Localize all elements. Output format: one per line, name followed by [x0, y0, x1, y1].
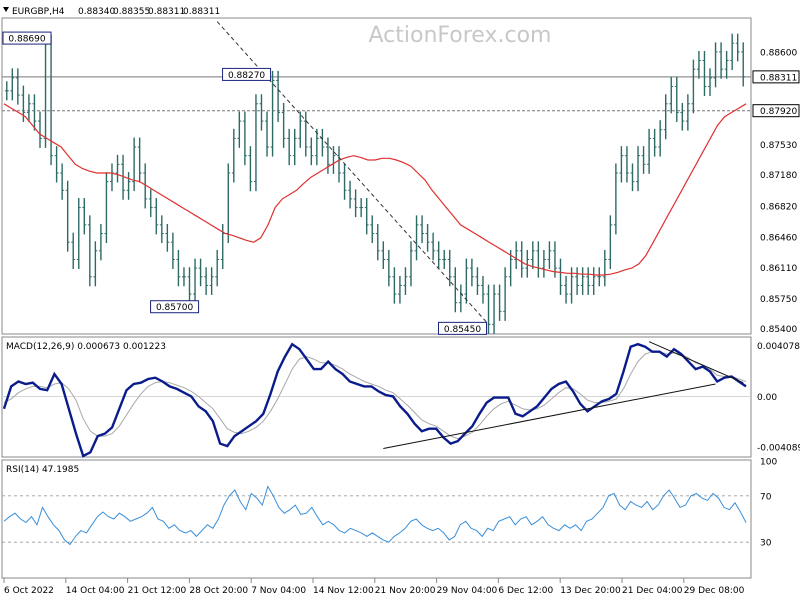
annotation-box: [2, 31, 52, 45]
macd-tick-label: 0.00: [757, 393, 777, 403]
ohlc-open: 0.88340: [78, 7, 115, 17]
price-trendline: [216, 21, 489, 325]
macd-label: MACD(12,26,9) 0.000673 0.001223: [6, 342, 166, 352]
price-tick-label: 0.85400: [760, 325, 797, 335]
x-tick-label: 6 Dec 12:00: [498, 586, 553, 596]
annotation-box: [438, 321, 488, 335]
price-tick-label: 0.87180: [760, 171, 797, 181]
symbol-label: EURGBP,H4: [12, 7, 65, 17]
rsi-tick-label: 30: [760, 539, 772, 549]
macd-panel-frame: [1, 336, 752, 458]
x-tick-label: 28 Oct 20:00: [189, 586, 248, 596]
annotation-box: [150, 300, 200, 314]
ohlc-high: 0.88355: [113, 7, 150, 17]
annotation-box: [222, 67, 272, 81]
rsi-line: [3, 485, 747, 546]
moving-average-line: [3, 103, 747, 276]
x-tick-label: 21 Dec 04:00: [622, 586, 683, 596]
macd-tick-label: -0.004089: [757, 444, 800, 454]
rsi-tick-label: 70: [760, 492, 772, 502]
macd-trendline-1: [648, 341, 744, 384]
price-tick-label: 0.87920: [760, 107, 797, 117]
x-tick-label: 14 Oct 04:00: [66, 586, 125, 596]
macd-panel: MACD(12,26,9) 0.000673 0.001223 0.004078…: [1, 336, 800, 458]
macd-line: [2, 342, 747, 458]
x-tick-label: 7 Nov 04:00: [251, 586, 306, 596]
rsi-panel: RSI(14) 47.1985 100 70 30: [1, 458, 777, 579]
rsi-tick-label: 100: [760, 458, 777, 468]
annotation-label: 0.85700: [156, 303, 193, 313]
x-tick-label: 21 Oct 12:00: [128, 586, 187, 596]
x-tick-label: 6 Oct 2022: [4, 586, 54, 596]
x-tick-label: 13 Dec 20:00: [560, 586, 621, 596]
price-tick-label: 0.86460: [760, 233, 797, 243]
ohlc-close: 0.88311: [183, 7, 220, 17]
current-price-box: [752, 70, 800, 84]
current-price-label: 0.88311: [760, 73, 797, 83]
watermark: ActionForex.com: [369, 23, 552, 48]
rsi-panel-frame: [1, 459, 752, 579]
price-tick-label: 0.85750: [760, 295, 797, 305]
macd-trendline-0: [383, 383, 716, 450]
x-tick-label: 29 Nov 04:00: [437, 586, 498, 596]
macd-signal-line: [3, 351, 747, 440]
price-panel-frame: [1, 17, 752, 335]
x-tick-label: 14 Nov 12:00: [313, 586, 374, 596]
annotation-label: 0.88690: [8, 35, 45, 45]
price-level-box: [752, 104, 800, 118]
x-tick-label: 21 Nov 20:00: [375, 586, 436, 596]
price-tick-label: 0.86110: [760, 264, 797, 274]
x-axis: 6 Oct 2022 14 Oct 04:00 21 Oct 12:00 28 Oct…: [3, 578, 745, 596]
rsi-label: RSI(14) 47.1985: [6, 465, 79, 475]
annotation-label: 0.88270: [228, 71, 265, 81]
dropdown-triangle-icon[interactable]: [3, 7, 9, 12]
x-tick-label: 29 Dec 08:00: [684, 586, 745, 596]
price-tick-label: 0.87530: [760, 141, 797, 151]
ohlc-low: 0.88311: [148, 7, 185, 17]
annotation-label: 0.85450: [444, 325, 481, 335]
header: EURGBP,H4 0.88340 0.88355 0.88311 0.8831…: [3, 7, 220, 17]
price-tick-label: 0.86820: [760, 202, 797, 212]
macd-tick-label: 0.004078: [757, 342, 800, 352]
price-tick-label: 0.88600: [760, 48, 797, 58]
price-panel: 0.88690 0.88270 0.85700 0.85450 0.88600 0.883…: [1, 17, 800, 335]
